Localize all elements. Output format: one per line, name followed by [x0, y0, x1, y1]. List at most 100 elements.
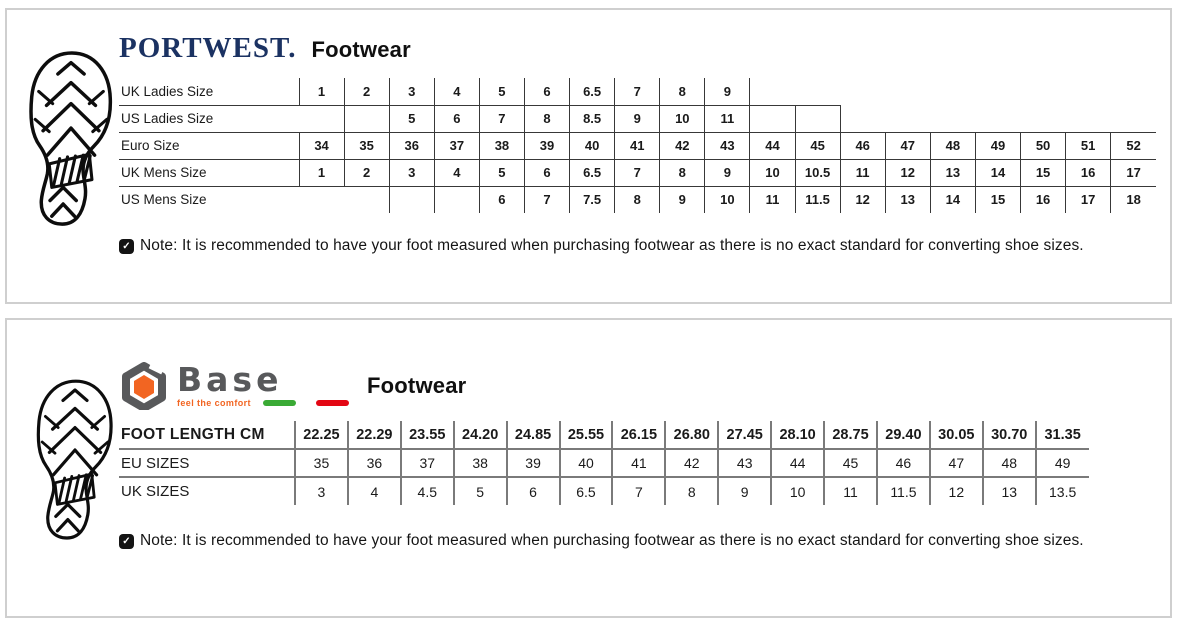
size-cell: 27.45: [717, 421, 773, 450]
size-cell: 25.55: [558, 421, 614, 450]
size-cell: 35: [294, 448, 349, 478]
table-row: UK SIZES 3 4 4.5 5 6 6.5 7 8 9 10 11 11.5 12 13 13.5: [119, 476, 1089, 505]
table-row: FOOT LENGTH CM 22.25 22.29 23.55 24.20 24.85 2…: [119, 421, 1089, 450]
size-cell: 7: [614, 78, 661, 106]
void-cell: [840, 105, 885, 132]
size-cell: 5: [452, 476, 508, 505]
size-cell: 48: [981, 448, 1037, 478]
base-note: ✓ Note: It is recommended to have your f…: [119, 532, 1156, 550]
size-cell: 8: [659, 158, 706, 187]
void-cell: [930, 78, 975, 105]
size-cell: 45: [794, 131, 841, 160]
size-cell: 12: [884, 158, 931, 187]
row-label: EU SIZES: [119, 448, 295, 478]
size-cell: 52: [1110, 131, 1156, 160]
size-cell: 39: [523, 131, 571, 160]
shoeprint-icon: [29, 51, 113, 226]
void-cell: [299, 186, 344, 213]
base-section-title: Footwear: [367, 373, 467, 398]
size-cell: 16: [1065, 158, 1112, 187]
size-cell: 15: [1019, 158, 1067, 187]
size-cell: 11: [749, 185, 796, 213]
size-cell: 26.80: [664, 421, 720, 450]
size-cell: 10: [659, 104, 706, 133]
size-cell: 4: [433, 158, 480, 187]
size-cell: 46: [839, 131, 886, 160]
size-cell: 51: [1065, 131, 1112, 160]
size-cell: 36: [388, 131, 435, 160]
size-cell: 2: [343, 158, 390, 187]
size-cell: 42: [659, 131, 706, 160]
void-cell: [930, 105, 975, 132]
size-cell: 6.5: [558, 476, 614, 505]
size-cell: 13.5: [1034, 476, 1089, 505]
base-logo-text: Base: [177, 359, 283, 399]
table-row: EU SIZES 35 36 37 38 39 40 41 42 43 44 45 46 47 48 49: [119, 448, 1089, 478]
size-cell: 10: [749, 158, 796, 187]
size-cell: 44: [749, 131, 796, 160]
size-cell: 10: [770, 476, 826, 505]
size-cell: 8: [659, 78, 706, 106]
size-cell: 40: [558, 448, 614, 478]
size-cell: 26.15: [611, 421, 667, 450]
portwest-content: PORTWEST. Footwear UK Ladies Size 1 2 3 4 5 6 6…: [119, 10, 1170, 302]
size-cell: 47: [928, 448, 984, 478]
void-cell: [750, 78, 795, 105]
size-cell: 31.35: [1034, 421, 1089, 450]
size-cell: 1: [298, 158, 345, 187]
void-cell: [1021, 105, 1066, 132]
size-cell: 9: [717, 476, 773, 505]
row-label: FOOT LENGTH CM: [119, 421, 295, 450]
portwest-panel: PORTWEST. Footwear UK Ladies Size 1 2 3 4 5 6 6…: [5, 8, 1172, 304]
size-cell: 48: [929, 131, 976, 160]
size-cell: 35: [343, 131, 390, 160]
base-tagline-row: feel the comfort: [177, 398, 349, 408]
base-content: Base feel the comfort Footwear FOOT LENG…: [119, 320, 1170, 616]
portwest-note: ✓ Note: It is recommended to have your f…: [119, 237, 1156, 255]
size-cell: 3: [388, 158, 435, 187]
portwest-icon-column: [7, 10, 119, 302]
size-cell: 46: [875, 448, 931, 478]
note-text: Note: It is recommended to have your foo…: [140, 237, 1084, 254]
size-cell: 49: [1034, 448, 1089, 478]
size-cell: 8: [664, 476, 720, 505]
base-tagline: feel the comfort: [177, 397, 251, 408]
size-cell: 8.5: [569, 104, 616, 133]
size-cell: 11.5: [875, 476, 931, 505]
size-cell: 6.5: [569, 78, 616, 106]
size-cell: 8: [523, 104, 571, 133]
portwest-section-title: Footwear: [311, 37, 411, 62]
empty-size-cell: [794, 104, 841, 133]
note-check-icon: ✓: [119, 238, 134, 254]
size-cell: 28.10: [770, 421, 826, 450]
size-cell: 41: [611, 448, 667, 478]
size-cell: 49: [974, 131, 1022, 160]
void-cell: [885, 105, 930, 132]
portwest-size-table: UK Ladies Size 1 2 3 4 5 6 6.5 7 8 9 US Ladies Size…: [119, 78, 1156, 213]
table-row: US Ladies Size 5 6 7 8 8.5 9 10 11: [119, 104, 1156, 133]
size-cell: 43: [704, 131, 751, 160]
size-cell: 11: [823, 476, 878, 505]
row-label: US Ladies Size: [119, 104, 299, 133]
size-cell: 9: [704, 158, 751, 187]
size-cell: 13: [929, 158, 976, 187]
table-row: UK Ladies Size 1 2 3 4 5 6 6.5 7 8 9: [119, 78, 1156, 106]
void-cell: [1021, 78, 1066, 105]
size-cell: 4.5: [399, 476, 455, 505]
size-cell: 6: [478, 185, 525, 213]
void-cell: [299, 105, 344, 132]
size-cell: 42: [664, 448, 720, 478]
row-label: UK Mens Size: [119, 158, 299, 187]
size-cell: 13: [884, 185, 931, 213]
size-cell: 7: [478, 104, 525, 133]
size-cell: 4: [346, 476, 402, 505]
size-cell: 22.25: [294, 421, 349, 450]
size-cell: 15: [974, 185, 1022, 213]
size-cell: 37: [399, 448, 455, 478]
row-label: US Mens Size: [119, 185, 299, 213]
size-cell: 50: [1019, 131, 1067, 160]
size-cell: 1: [298, 78, 345, 106]
base-header: Base feel the comfort Footwear: [119, 362, 1156, 410]
empty-size-cell: [749, 104, 796, 133]
portwest-header: PORTWEST. Footwear: [119, 32, 1156, 65]
